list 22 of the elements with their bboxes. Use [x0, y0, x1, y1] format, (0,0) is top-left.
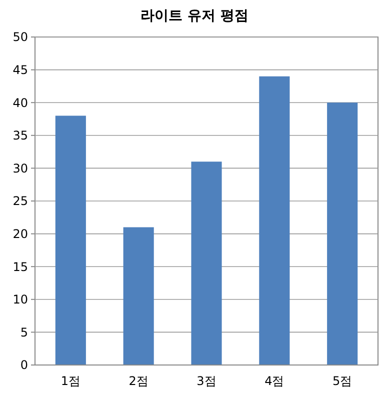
- bar: [123, 227, 154, 365]
- bar: [191, 162, 222, 365]
- x-tick-label: 3점: [196, 374, 216, 388]
- y-tick-label: 35: [12, 128, 28, 143]
- x-tick-label: 5점: [332, 374, 352, 388]
- bar: [327, 102, 358, 365]
- x-tick-label: 1점: [60, 374, 80, 388]
- y-tick-label: 40: [12, 96, 28, 110]
- y-tick-label: 45: [12, 63, 28, 77]
- y-tick-label: 50: [12, 30, 28, 44]
- y-tick-label: 15: [12, 260, 28, 274]
- x-tick-label: 2점: [128, 374, 148, 388]
- y-tick-label: 5: [20, 325, 28, 340]
- bar: [55, 116, 86, 365]
- y-tick-label: 0: [20, 358, 28, 372]
- x-tick-label: 4점: [264, 374, 284, 388]
- chart-title: 라이트 유저 평점: [140, 8, 248, 24]
- y-tick-label: 10: [12, 292, 28, 307]
- y-tick-label: 30: [12, 161, 28, 176]
- y-tick-label: 20: [12, 227, 28, 241]
- bar: [259, 76, 290, 365]
- y-tick-label: 25: [12, 194, 28, 208]
